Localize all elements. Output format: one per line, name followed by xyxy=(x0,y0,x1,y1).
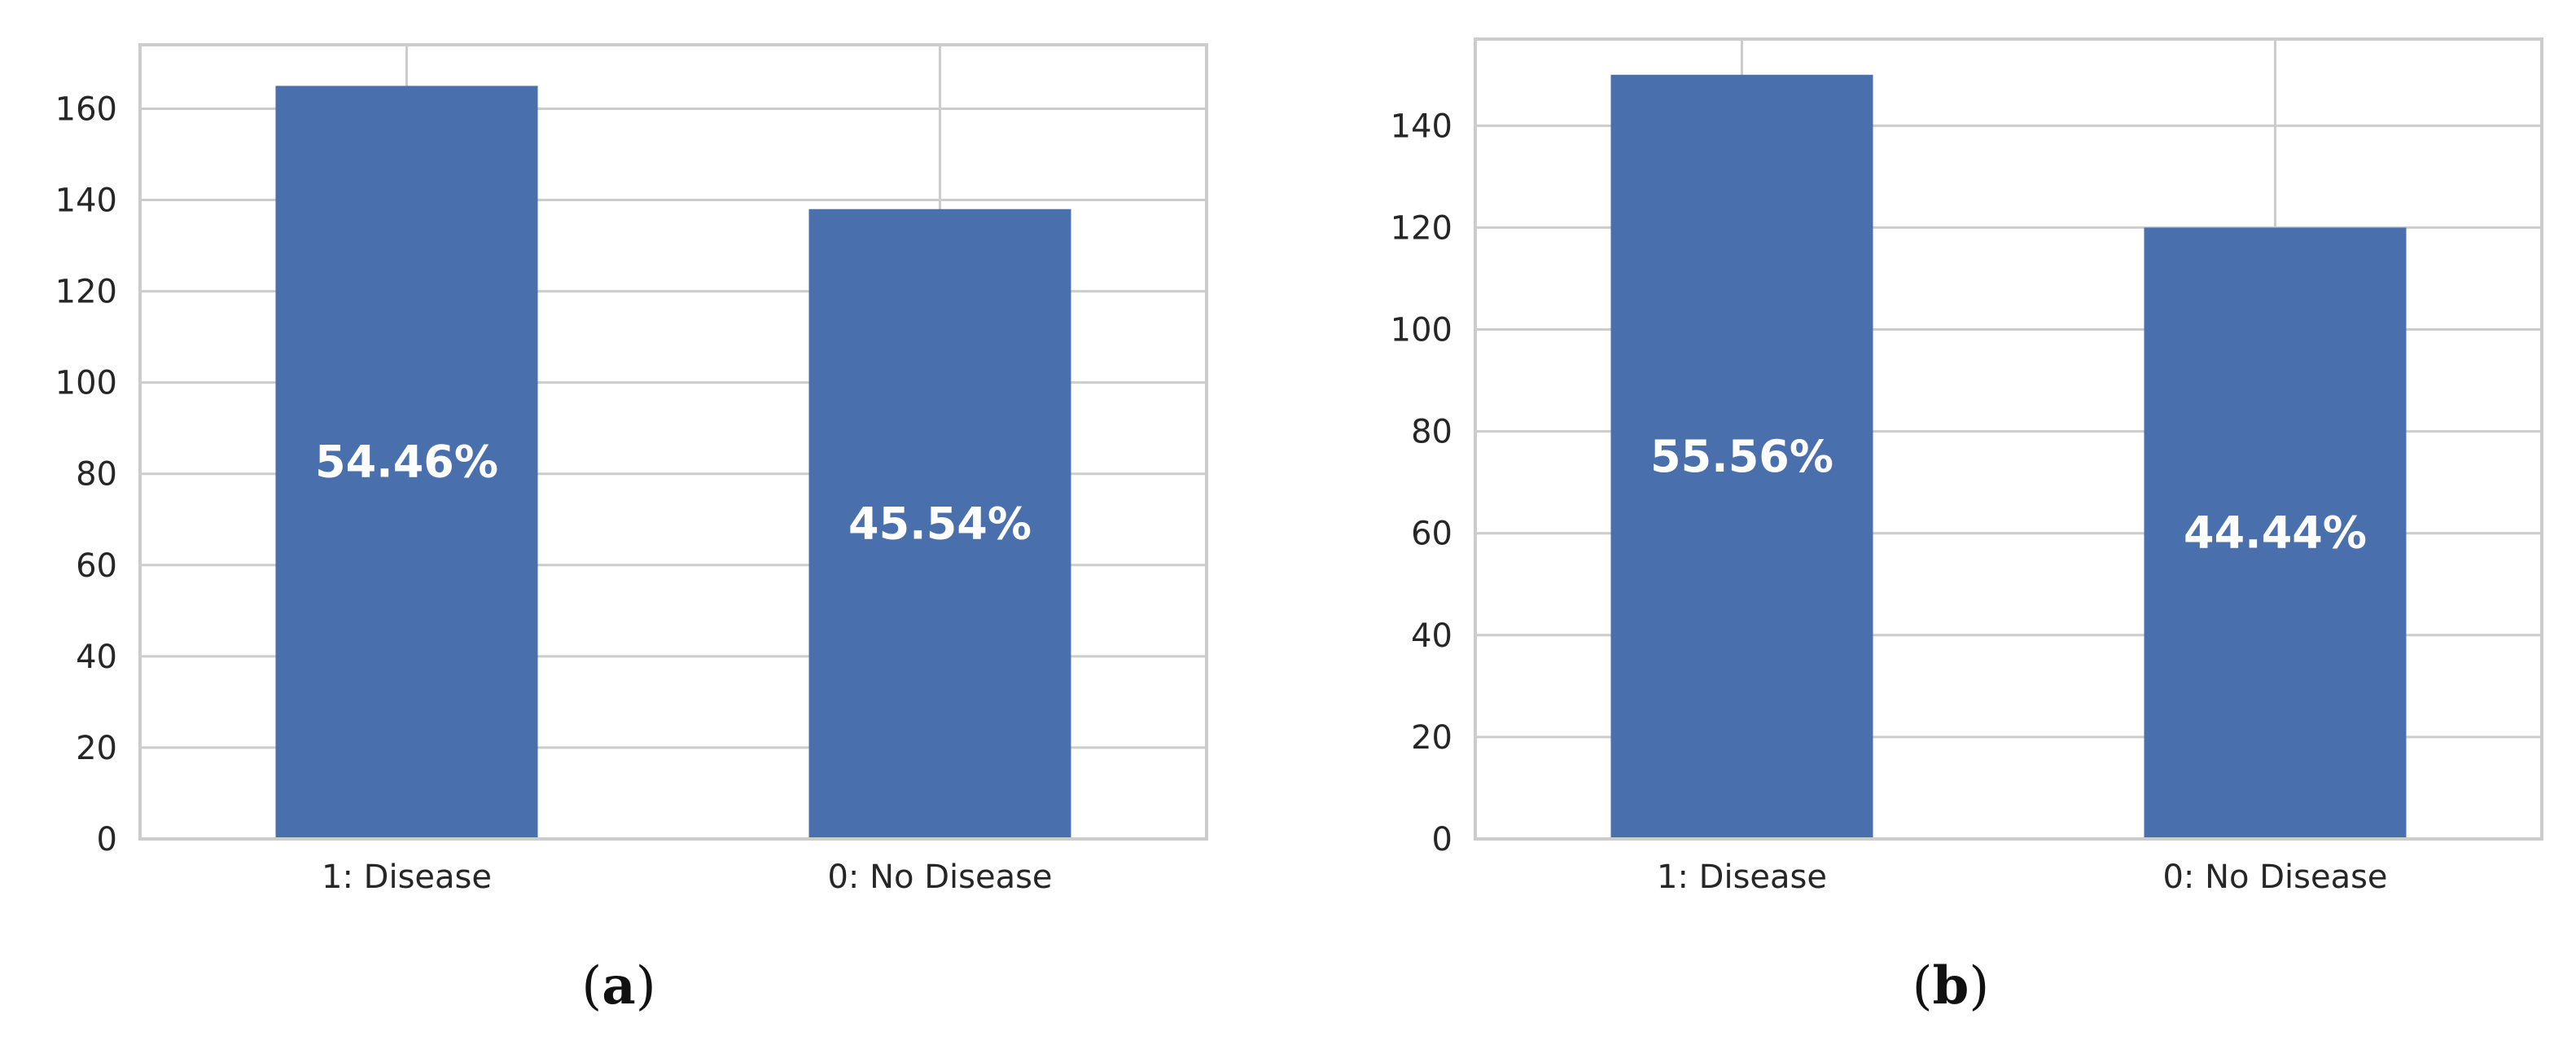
bar-disease xyxy=(1610,74,1873,839)
y-tick-label: 20 xyxy=(76,730,117,767)
bar-data-label: 45.54% xyxy=(848,498,1032,549)
y-tick-label: 80 xyxy=(76,456,117,494)
y-tick-label: 100 xyxy=(1391,312,1452,349)
x-tick-label: 0: No Disease xyxy=(827,858,1052,896)
y-tick-label: 80 xyxy=(1411,414,1452,451)
bar-no-disease xyxy=(2144,227,2407,839)
y-tick-label: 100 xyxy=(55,365,117,402)
y-tick-label: 60 xyxy=(1411,516,1452,553)
y-tick-label: 120 xyxy=(1391,209,1452,247)
y-tick-label: 0 xyxy=(1432,821,1452,858)
y-tick-label: 60 xyxy=(76,547,117,585)
panel-label: (b) xyxy=(1912,955,1990,1016)
y-tick-label: 120 xyxy=(55,274,117,311)
x-tick-label: 1: Disease xyxy=(1657,858,1827,896)
chart-panel-b: 0 20 40 60 80 100 120 140 1: Disease 0: No Diseas… xyxy=(1391,37,2543,1016)
bar-data-label: 54.46% xyxy=(315,437,498,488)
x-tick-label: 1: Disease xyxy=(322,858,492,896)
y-tick-label: 140 xyxy=(55,182,117,220)
y-tick-label: 160 xyxy=(55,90,117,128)
bar-data-label: 44.44% xyxy=(2184,507,2367,559)
panel-label: (a) xyxy=(581,955,655,1016)
bar-no-disease xyxy=(808,209,1071,840)
chart-panel-a: 0 20 40 60 80 100 120 140 160 1: Disease 0: No Dis… xyxy=(55,43,1208,1016)
y-tick-label: 0 xyxy=(97,821,117,858)
plot-frame xyxy=(138,43,1208,841)
bar-data-label: 55.56% xyxy=(1650,431,1833,482)
y-tick-label: 40 xyxy=(1411,617,1452,655)
x-tick-label: 0: No Disease xyxy=(2162,858,2387,896)
y-tick-label: 20 xyxy=(1411,719,1452,757)
bar-disease xyxy=(275,86,538,840)
y-tick-label: 40 xyxy=(76,639,117,676)
plot-frame xyxy=(1474,37,2543,841)
y-tick-label: 140 xyxy=(1391,108,1452,145)
